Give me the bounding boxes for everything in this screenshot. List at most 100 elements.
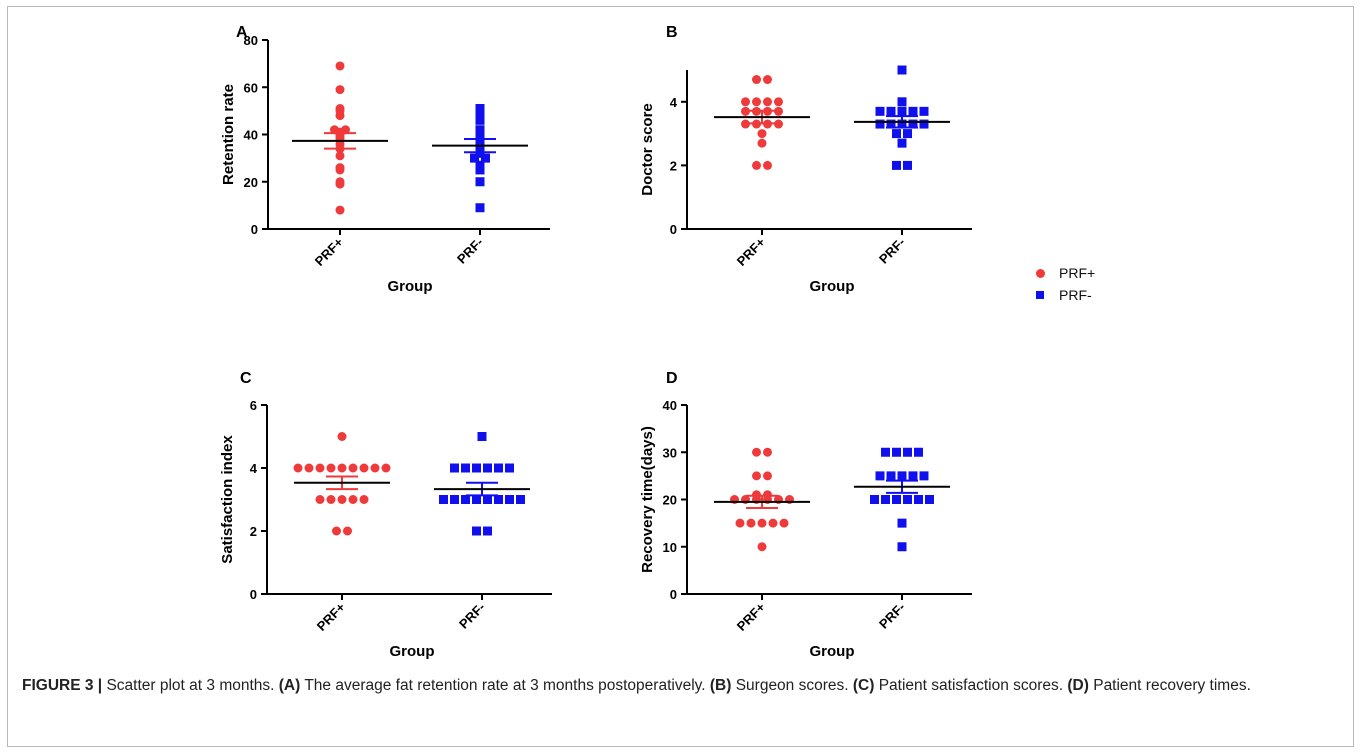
data-point-prf-minus [908, 471, 918, 481]
y-axis-label: Satisfaction index [219, 435, 236, 564]
data-point-prf-plus [774, 119, 783, 129]
x-tick-label: PRF+ [312, 234, 347, 269]
x-axis-label: Group [388, 278, 433, 295]
data-point-prf-minus [919, 106, 929, 116]
data-point-prf-minus [505, 463, 514, 473]
data-point-prf-plus [774, 97, 783, 107]
y-tick-label: 4 [670, 95, 678, 110]
data-point-prf-minus [475, 148, 485, 158]
data-point-prf-minus [903, 129, 912, 139]
data-point-prf-plus [335, 179, 345, 189]
data-point-prf-plus [335, 205, 345, 215]
data-point-prf-plus [335, 111, 345, 121]
data-point-prf-plus [337, 463, 347, 473]
x-tick-label: PRF- [454, 235, 486, 267]
figure-frame [7, 6, 1354, 747]
data-point-prf-minus [475, 115, 485, 125]
data-point-prf-plus [370, 463, 380, 473]
data-point-prf-plus [752, 75, 761, 85]
y-tick-label: 60 [244, 80, 258, 95]
x-tick-label: PRF+ [734, 234, 769, 269]
caption-tag-d: (D) [1067, 677, 1089, 694]
legend: PRF+ PRF- [1036, 262, 1095, 306]
y-tick-label: 6 [250, 398, 257, 413]
x-axis-label: Group [390, 643, 435, 660]
data-point-prf-minus [897, 518, 907, 528]
data-point-prf-plus [757, 518, 767, 528]
panel-letter: B [666, 24, 678, 41]
data-point-prf-plus [741, 119, 750, 129]
data-point-prf-minus [892, 495, 901, 504]
caption-text-d: Patient recovery times. [1088, 677, 1251, 694]
data-point-prf-plus [763, 471, 772, 481]
data-point-prf-plus [774, 106, 783, 116]
data-point-prf-minus [903, 447, 912, 457]
data-point-prf-plus [304, 463, 314, 473]
data-point-prf-plus [348, 463, 358, 473]
data-point-prf-minus [886, 471, 896, 481]
panel-letter: C [240, 370, 252, 387]
panel-letter: D [666, 370, 678, 387]
y-axis-label: Recovery time(days) [639, 426, 656, 573]
data-point-prf-minus [472, 526, 481, 536]
caption-tag-a: (A) [278, 677, 301, 694]
data-point-prf-plus [752, 447, 761, 457]
data-point-prf-plus [768, 518, 778, 528]
data-point-prf-plus [359, 463, 369, 473]
x-tick-label: PRF- [876, 235, 908, 267]
y-tick-label: 0 [250, 587, 257, 602]
data-point-prf-minus [897, 97, 907, 107]
data-point-prf-minus [450, 495, 459, 504]
data-point-prf-minus [914, 495, 923, 504]
data-point-prf-minus [892, 160, 901, 170]
data-point-prf-plus [337, 432, 347, 441]
data-point-prf-minus [516, 495, 525, 504]
data-point-prf-minus [875, 471, 885, 481]
data-point-prf-plus [757, 129, 767, 139]
data-point-prf-minus [881, 447, 890, 457]
data-point-prf-plus [763, 160, 772, 170]
data-point-prf-minus [897, 138, 907, 148]
legend-label-prf-minus: PRF- [1059, 287, 1092, 303]
legend-item-prf-minus: PRF- [1036, 284, 1095, 306]
data-point-prf-plus [335, 61, 345, 71]
data-point-prf-plus [763, 447, 772, 457]
data-point-prf-minus [472, 463, 481, 473]
data-point-prf-minus [475, 177, 485, 187]
y-tick-label: 0 [251, 222, 258, 237]
data-point-prf-minus [914, 447, 923, 457]
caption-text-b: Surgeon scores. [731, 677, 853, 694]
data-point-prf-minus [908, 119, 918, 129]
data-point-prf-plus [315, 495, 325, 504]
y-tick-label: 40 [663, 398, 677, 413]
data-point-prf-plus [326, 463, 336, 473]
y-tick-label: 2 [250, 524, 257, 539]
data-point-prf-plus [752, 160, 761, 170]
caption-intro: Scatter plot at 3 months. [102, 677, 279, 694]
data-point-prf-minus [919, 471, 929, 481]
data-point-prf-minus [881, 495, 890, 504]
y-tick-label: 4 [250, 461, 258, 476]
x-tick-label: PRF- [876, 600, 908, 632]
panel-a: A 0 20 40 60 80 PRF+ PRF- Group Retention rate [220, 24, 550, 295]
data-point-prf-minus [483, 526, 492, 536]
panel-c: C 0 2 4 6 PRF+ PRF- Group Satisfaction index [219, 370, 552, 660]
data-point-prf-minus [494, 463, 503, 473]
data-point-prf-plus [348, 495, 358, 504]
data-point-prf-minus [472, 495, 481, 504]
data-point-prf-minus [903, 160, 912, 170]
data-point-prf-plus [763, 75, 772, 85]
data-point-prf-minus [903, 495, 912, 504]
data-point-prf-plus [332, 526, 341, 536]
caption-tag-c: (C) [852, 677, 875, 694]
data-point-prf-minus [483, 463, 492, 473]
y-axis-label: Doctor score [639, 103, 656, 196]
y-tick-label: 0 [670, 587, 677, 602]
data-point-prf-minus [461, 495, 470, 504]
data-point-prf-minus [897, 471, 907, 481]
data-point-prf-minus [892, 447, 901, 457]
panel-letter: A [236, 24, 248, 41]
data-point-prf-plus [757, 542, 767, 552]
data-point-prf-plus [741, 106, 750, 116]
